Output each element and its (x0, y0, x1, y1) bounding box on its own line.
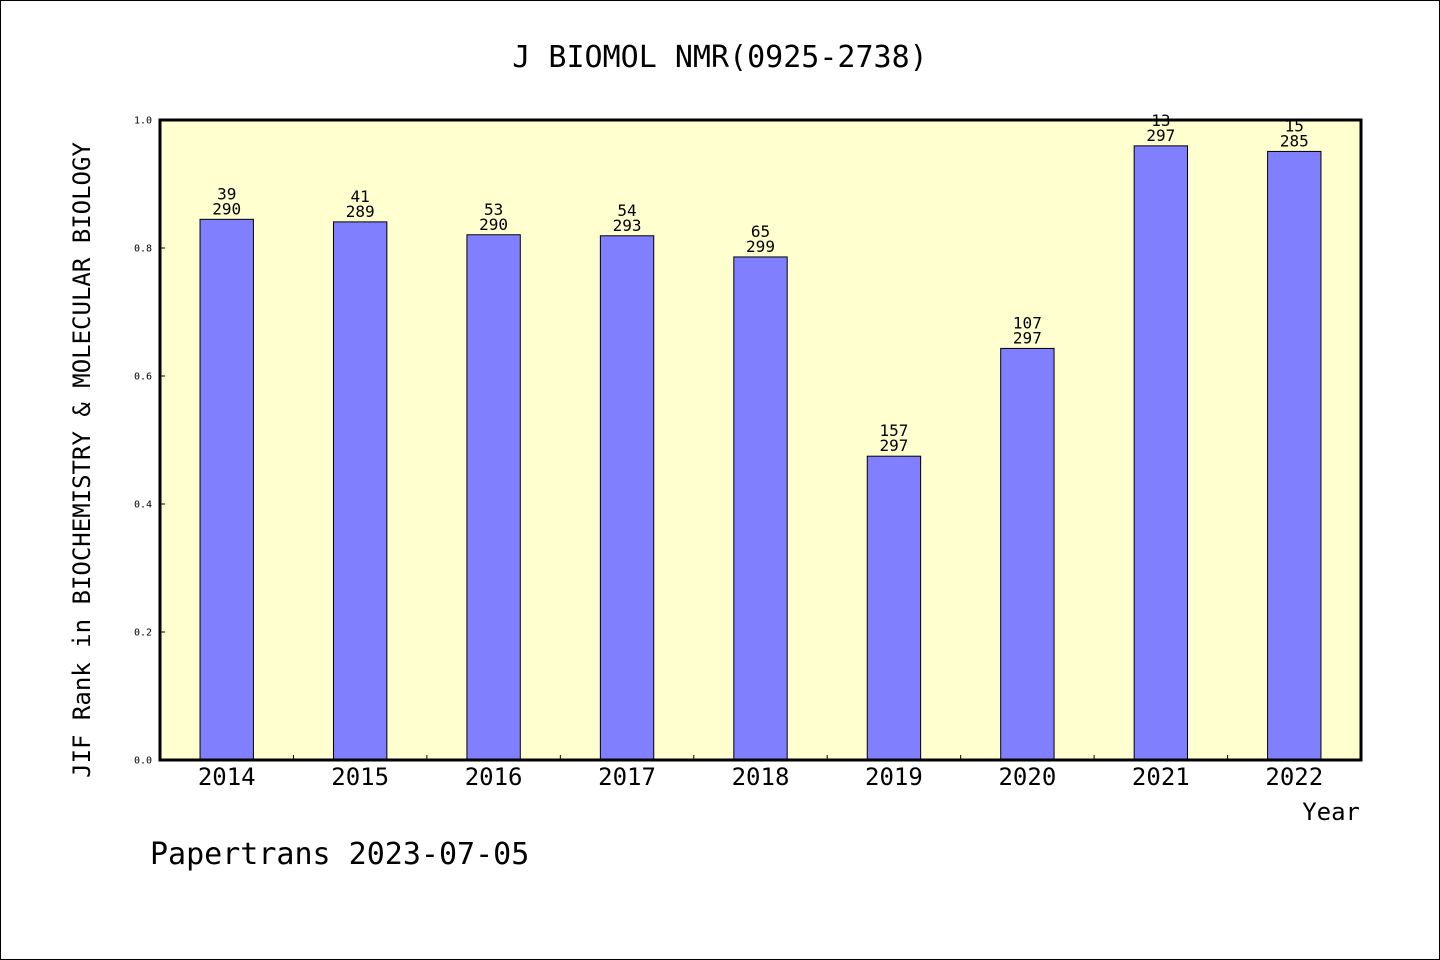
bar-label-total-2021: 297 (1146, 126, 1175, 145)
bar-label-total-2022: 285 (1280, 131, 1309, 150)
bar-label-rank-2017: 54 (617, 201, 636, 220)
bar-label-rank-2015: 41 (351, 187, 370, 206)
bar-2019 (866, 455, 922, 761)
bar-2022 (1267, 150, 1322, 761)
plot-border (158, 118, 1363, 762)
x-tick-label-2014: 2014 (198, 763, 256, 791)
footer-text: Papertrans 2023-07-05 (150, 837, 529, 872)
x-axis-label: Year (1302, 798, 1360, 826)
bar-2016 (466, 234, 521, 761)
bar-label-total-2017: 293 (613, 216, 642, 235)
bar-label-total-2018: 299 (746, 237, 775, 256)
bar-2017 (599, 235, 655, 761)
bar-label-rank-2018: 65 (751, 222, 770, 241)
x-tick-label-2018: 2018 (732, 763, 790, 791)
bar-label-total-2019: 297 (879, 436, 908, 455)
y-tick-label-0.6: 0.6 (134, 372, 152, 383)
y-axis-label: JIF Rank in BIOCHEMISTRY & MOLECULAR BIO… (68, 142, 96, 778)
bar-label-rank-2014: 39 (217, 184, 236, 203)
bar-2018 (733, 256, 788, 761)
y-tick-label-0.2: 0.2 (134, 628, 152, 639)
x-tick-label-2020: 2020 (998, 763, 1056, 791)
y-tick-label-0.4: 0.4 (134, 500, 152, 511)
bar-label-rank-2016: 53 (484, 200, 503, 219)
bar-2015 (332, 221, 388, 761)
bar-label-rank-2019: 157 (879, 421, 908, 440)
y-tick-label-0.0: 0.0 (134, 756, 152, 767)
bar-label-rank-2020: 107 (1013, 313, 1042, 332)
bar-label-total-2014: 290 (212, 199, 241, 218)
bar-2014 (199, 218, 254, 761)
chart-title: J BIOMOL NMR(0925-2738) (512, 40, 927, 75)
bar-label-total-2016: 290 (479, 215, 508, 234)
x-tick-label-2016: 2016 (465, 763, 523, 791)
x-tick-label-2022: 2022 (1265, 763, 1323, 791)
y-tick-label-0.8: 0.8 (134, 244, 152, 255)
x-tick-label-2019: 2019 (865, 763, 923, 791)
x-tick-label-2015: 2015 (331, 763, 389, 791)
x-tick-label-2017: 2017 (598, 763, 656, 791)
bar-2021 (1133, 145, 1189, 761)
y-tick-label-1.0: 1.0 (134, 116, 152, 127)
bar-label-total-2020: 297 (1013, 328, 1042, 347)
bar-label-total-2015: 289 (346, 202, 375, 221)
bar-2020 (1000, 347, 1055, 761)
x-tick-label-2021: 2021 (1132, 763, 1190, 791)
